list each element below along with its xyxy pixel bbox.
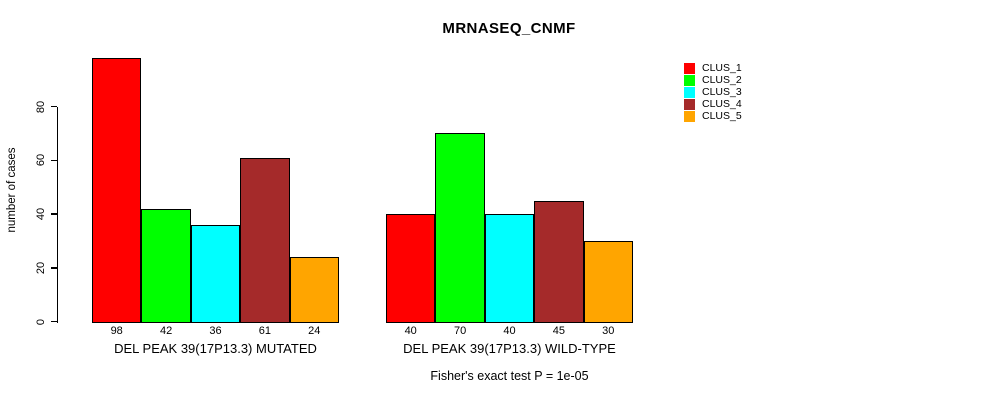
bar-clus_3-group1 [190,224,241,323]
y-tick-mark [50,320,57,323]
bar-value-label: 40 [503,325,516,337]
legend-label: CLUS_2 [702,73,742,86]
y-tick-mark [50,213,57,215]
bar-clus_3-group2 [484,214,535,323]
legend-swatch-clus_5 [684,111,695,123]
y-tick-label: 60 [35,154,47,167]
y-tick-mark [50,267,57,269]
y-axis-line [56,106,58,323]
bar-clus_4-group2 [534,200,584,323]
legend-swatch-clus_3 [684,86,695,98]
legend-label: CLUS_1 [702,61,742,74]
bar-value-label: 36 [209,325,222,337]
y-axis-label: number of cases [6,147,18,233]
bar-clus_2-group1 [141,208,191,323]
bar-clus_5-group2 [583,240,633,323]
legend-swatch-clus_4 [684,99,695,111]
bar-clus_1-group1 [92,58,142,323]
bar-clus_4-group1 [240,157,290,323]
bar-clus_1-group2 [386,214,436,323]
chart-title: MRNASEQ_CNMF [442,20,576,37]
y-tick-mark [50,105,57,108]
bar-clus_2-group2 [435,133,485,323]
bar-value-label: 30 [602,325,615,337]
y-tick-label: 20 [35,261,47,274]
group-label-2: DEL PEAK 39(17P13.3) WILD-TYPE [403,341,616,356]
bar-value-label: 42 [159,325,173,337]
bar-value-label: 40 [404,325,417,337]
y-tick-label: 0 [35,318,47,325]
bar-value-label: 70 [453,325,467,337]
bar-value-label: 45 [552,325,565,337]
legend-label: CLUS_5 [702,110,742,123]
y-tick-mark [50,159,57,161]
legend-label: CLUS_4 [702,98,742,111]
legend-swatch-clus_1 [684,62,695,74]
bar-clus_5-group1 [289,257,339,323]
y-tick-label: 40 [35,207,47,221]
group-label-1: DEL PEAK 39(17P13.3) MUTATED [114,341,317,356]
footnote-text: Fisher's exact test P = 1e-05 [430,369,589,383]
bar-value-label: 98 [110,325,123,337]
legend-swatch-clus_2 [684,74,695,86]
y-tick-label: 80 [35,100,47,113]
bar-value-label: 24 [308,325,321,337]
bar-value-label: 61 [258,325,271,337]
legend-label: CLUS_3 [702,85,742,98]
